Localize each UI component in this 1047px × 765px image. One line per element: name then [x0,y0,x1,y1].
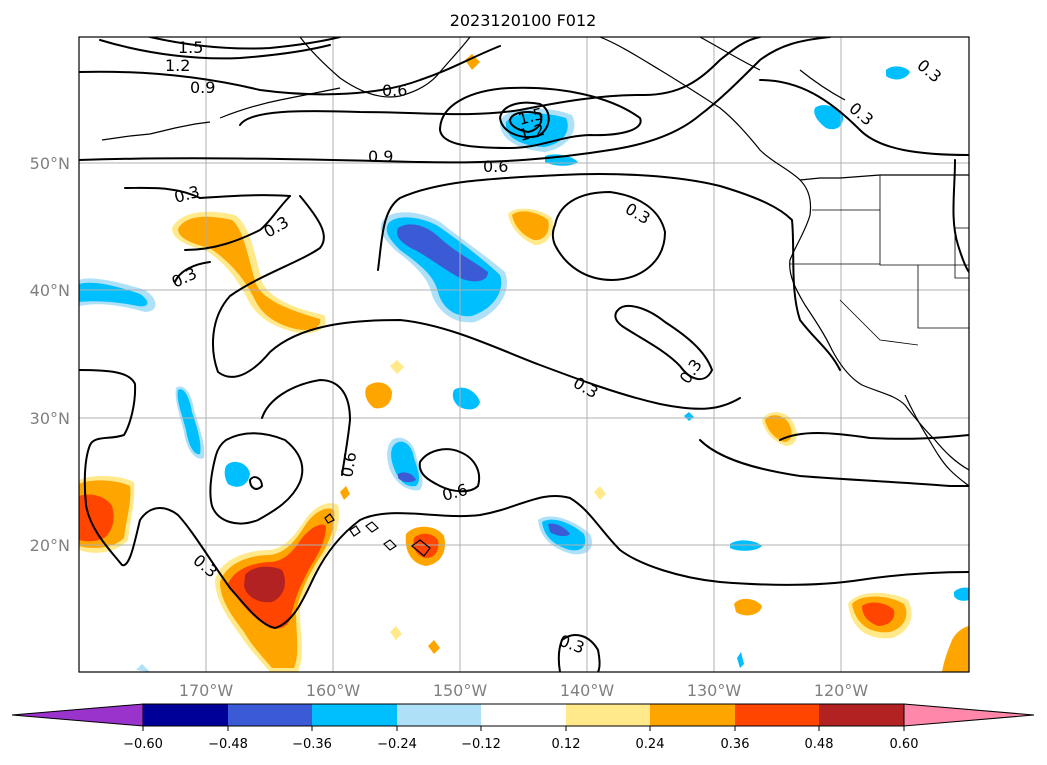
map-area: 1.5 1.2 0.9 0.6 0.9 0.6 1.5 1.2 0.3 0.3 … [79,37,969,672]
contour-label-group: 1.5 1.2 0.9 0.6 0.9 0.6 1.5 1.2 0.3 0.3 … [165,38,945,657]
lat-label: 50°N [30,154,70,173]
contour-label: 0.9 [190,78,215,97]
colorbar-segment [566,704,650,726]
longitude-axis: 170°W 160°W 150°W 140°W 130°W 120°W [179,681,869,700]
colorbar-tick-label: 0.24 [636,737,665,752]
lon-label: 150°W [433,681,488,700]
contour-label: 0.9 [368,147,393,166]
colorbar-tick-label: −0.48 [208,737,248,752]
colorbar-tick-label: 0.12 [552,737,581,752]
lon-label: 160°W [306,681,361,700]
state-borders [790,175,969,346]
map-frame [78,36,970,673]
contour-lines [79,37,969,672]
colorbar-segment [819,704,904,726]
latitude-axis: 50°N 40°N 30°N 20°N [30,154,70,555]
contour-label: 0.6 [337,450,360,478]
contour-label: 0.6 [483,157,508,176]
lon-label: 170°W [179,681,234,700]
colorbar-tick-label: −0.60 [123,737,163,752]
lon-label: 140°W [560,681,615,700]
graticule [79,37,969,672]
lon-label: 130°W [687,681,742,700]
colorbar-segment [735,704,819,726]
colorbar-segment [481,704,566,726]
colorbar: −0.60 −0.48 −0.36 −0.24 −0.12 0.12 0.24 … [11,703,1035,752]
shaded-anomalies [79,54,969,672]
colorbar-segment [397,704,481,726]
colorbar-segment [228,704,312,726]
lon-label: 120°W [814,681,869,700]
colorbar-extend-low [11,703,144,727]
colorbar-tick-label: 0.48 [805,737,834,752]
lat-label: 30°N [30,409,70,428]
colorbar-tick-label: −0.12 [461,737,501,752]
map-title: 2023120100 F012 [450,11,597,30]
colorbar-tick-label: −0.24 [377,737,417,752]
lat-label: 40°N [30,281,70,300]
colorbar-segment [312,704,397,726]
contour-label: 1.2 [165,56,190,75]
colorbar-segment [650,704,735,726]
colorbar-segment [143,704,228,726]
coastlines [101,37,969,557]
contour-label: 1.5 [178,38,203,57]
colorbar-tick-label: −0.36 [292,737,332,752]
lat-label: 20°N [30,536,70,555]
colorbar-tick-label: 0.60 [890,737,919,752]
colorbar-extend-high [903,703,1035,727]
colorbar-tick-label: 0.36 [721,737,750,752]
